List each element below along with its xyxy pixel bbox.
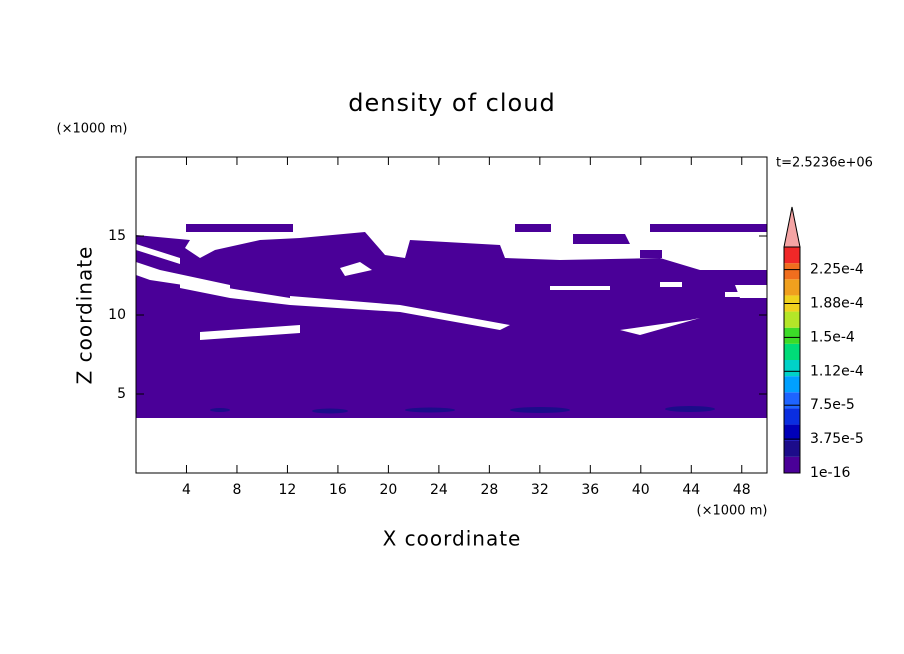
colorbar-label: 1.5e-4	[810, 329, 855, 345]
x-tick-label: 8	[232, 482, 241, 498]
colorbar-band	[784, 343, 800, 360]
colorbar-band	[784, 408, 800, 425]
colorbar-band	[784, 247, 800, 264]
chart-title: density of cloud	[348, 89, 555, 117]
x-tick-label: 28	[480, 482, 498, 498]
contour-field	[136, 224, 767, 418]
colorbar-band	[784, 392, 800, 409]
colorbar-band	[784, 440, 800, 457]
colorbar-band	[784, 360, 800, 377]
x-tick-label: 44	[682, 482, 700, 498]
annotation: t=2.5236e+06	[776, 156, 873, 171]
colorbar-band	[784, 279, 800, 296]
colorbar-label: 1.12e-4	[810, 363, 864, 379]
y-tick-label: 5	[117, 386, 126, 402]
y-axis-label: Z coordinate	[73, 246, 97, 385]
colorbar-band	[784, 424, 800, 441]
denser-patches	[210, 406, 715, 414]
x-tick-label: 16	[329, 482, 347, 498]
colorbar-band	[784, 263, 800, 280]
colorbar-band	[784, 327, 800, 344]
colorbar-band	[784, 311, 800, 328]
x-tick-label: 24	[430, 482, 448, 498]
colorbar-label: 1.88e-4	[810, 296, 864, 312]
x-tick-label: 32	[531, 482, 549, 498]
cloud-region	[186, 224, 767, 258]
y-unit: (×1000 m)	[57, 122, 128, 137]
x-axis-label: X coordinate	[383, 527, 522, 551]
colorbar-band	[784, 456, 800, 473]
colorbar-band	[784, 376, 800, 393]
clear-gaps	[136, 244, 752, 340]
x-tick-label: 48	[733, 482, 751, 498]
x-tick-label: 40	[632, 482, 650, 498]
x-tick-label: 20	[379, 482, 397, 498]
x-tick-label: 36	[581, 482, 599, 498]
cloud-region	[136, 232, 767, 418]
x-tick-label: 4	[182, 482, 191, 498]
y-tick-label: 10	[108, 307, 126, 323]
colorbar-label: 7.5e-5	[810, 397, 855, 413]
colorbar-extend	[783, 206, 801, 248]
colorbar-label: 3.75e-5	[810, 431, 864, 447]
colorbar-label: 2.25e-4	[810, 262, 864, 278]
colorbar-label: 1e-16	[810, 465, 850, 481]
y-tick-label: 15	[108, 228, 126, 244]
x-unit: (×1000 m)	[697, 504, 768, 519]
x-tick-label: 12	[279, 482, 297, 498]
